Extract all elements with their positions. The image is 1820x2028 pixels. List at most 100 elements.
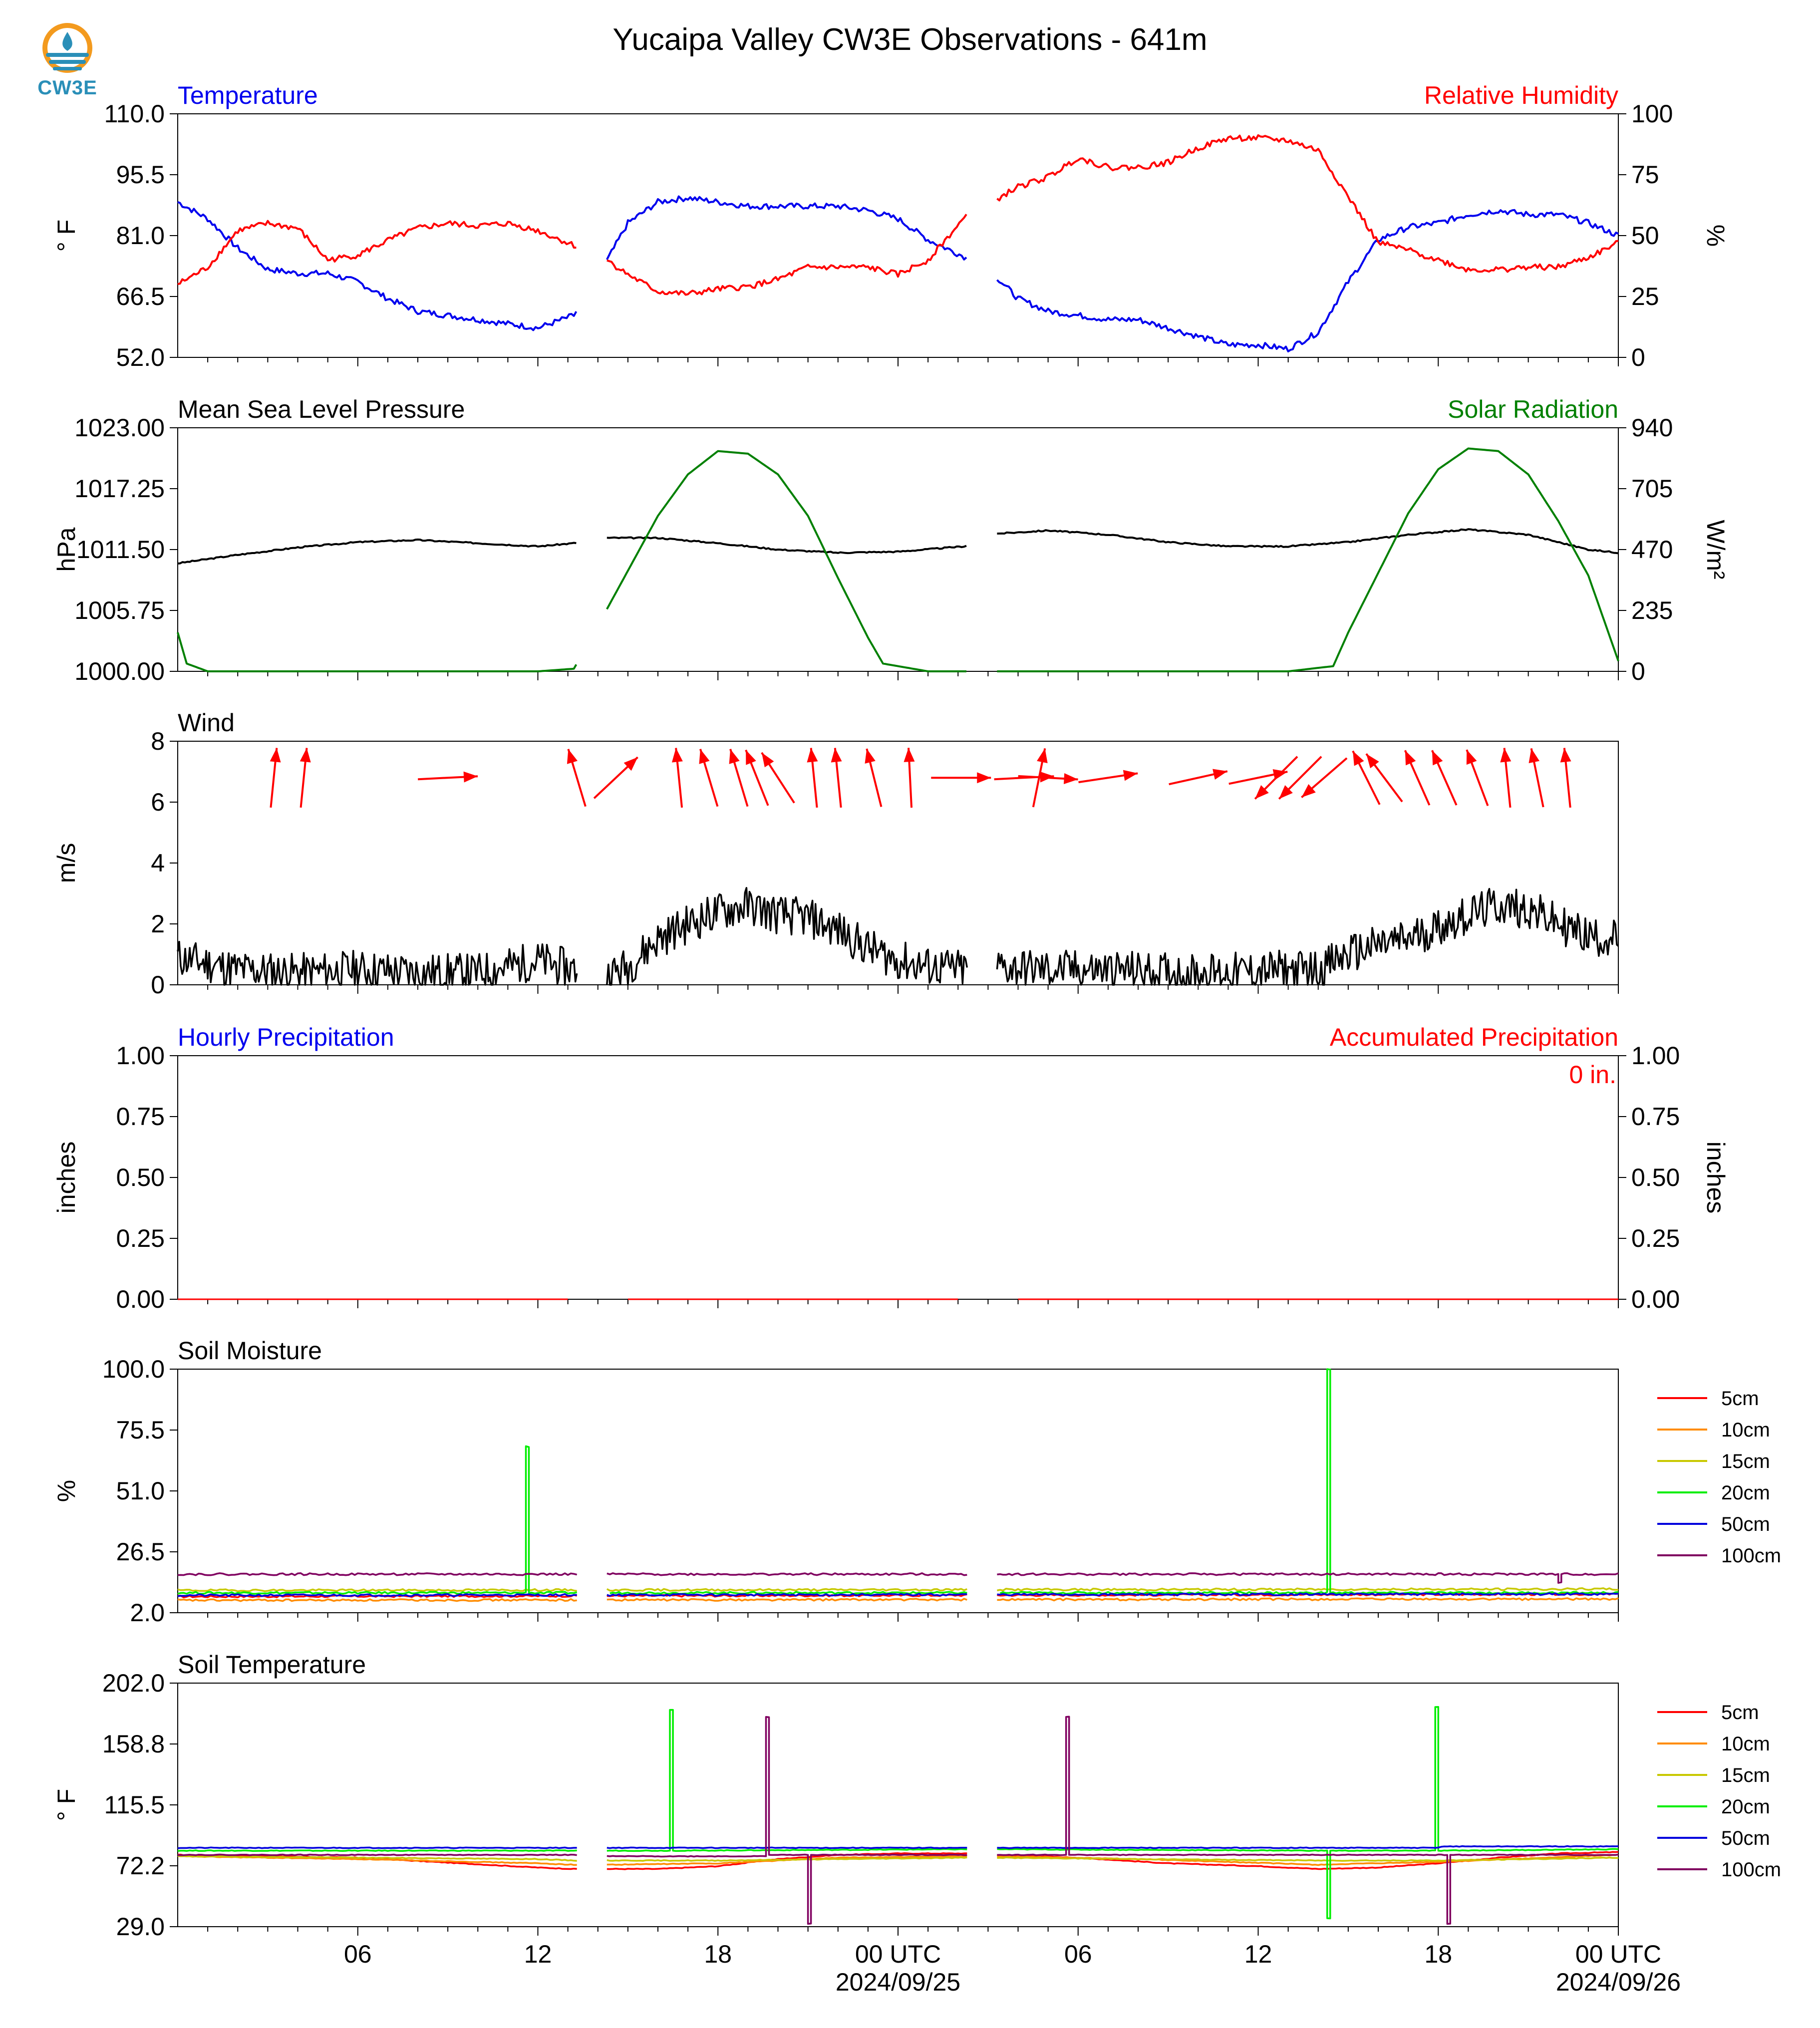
wind-arrow	[270, 748, 281, 808]
panel-right-title: Accumulated Precipitation	[1330, 1023, 1618, 1051]
y2-axis-label: inches	[1702, 1142, 1730, 1214]
y2-tick-label: 940	[1631, 414, 1673, 442]
wind-arrow-head	[1037, 748, 1048, 763]
y-tick-label: 0.00	[116, 1285, 165, 1313]
wind-arrow-head	[699, 749, 710, 764]
y2-axis-label: W/m²	[1702, 520, 1730, 579]
y-tick-label: 26.5	[116, 1538, 165, 1566]
y-tick-label: 1000.00	[74, 657, 165, 685]
y-tick-label: 1.00	[116, 1042, 165, 1070]
y-tick-label: 52.0	[116, 343, 165, 371]
wind-arrow	[831, 748, 842, 808]
y-axis-label: ° F	[52, 1789, 80, 1821]
wind-arrow	[1018, 773, 1078, 784]
y-tick-label: 1005.75	[74, 596, 165, 624]
wind-arrow-head	[904, 748, 915, 762]
x-tick-label: 12	[524, 1940, 552, 1968]
wind-arrow-head	[1405, 750, 1416, 766]
wind-arrow-head	[831, 748, 842, 763]
wind-arrow-head	[761, 752, 774, 768]
wind-arrow-head	[1279, 785, 1293, 799]
wind-arrow	[1365, 753, 1403, 803]
legend-label: 5cm	[1721, 1702, 1759, 1724]
x-tick-label: 00 UTC	[1575, 1940, 1661, 1968]
accumulated-precip-value: 0 in.	[1569, 1061, 1616, 1089]
y-tick-label: 75.5	[116, 1416, 165, 1444]
y-tick-label: 2	[151, 910, 165, 938]
y-tick-label: 115.5	[104, 1791, 165, 1819]
legend-label: 5cm	[1721, 1388, 1759, 1410]
panel-precip	[170, 1055, 1626, 1308]
wind-arrow-head	[1528, 748, 1540, 764]
y-axis-label: inches	[52, 1142, 80, 1214]
legend-label: 100cm	[1721, 1859, 1781, 1881]
y-axis-label: %	[52, 1480, 80, 1502]
panel-soil_moisture	[170, 1368, 1707, 1622]
x-tick-label: 00 UTC	[855, 1940, 941, 1968]
y-tick-label: 0	[151, 971, 165, 999]
wind-arrow-head	[1301, 784, 1316, 798]
y2-tick-label: 25	[1631, 283, 1659, 310]
series-soil-50cm	[177, 1592, 1619, 1597]
panel-temp_rh	[170, 113, 1626, 366]
wind-arrow-head	[807, 748, 818, 763]
panel-frame	[177, 1369, 1619, 1613]
wind-arrow-head	[729, 749, 740, 764]
wind-arrow	[699, 749, 719, 807]
wind-arrow-head	[623, 757, 638, 771]
wind-arrow	[418, 771, 478, 783]
y-tick-label: 1023.00	[74, 414, 165, 442]
wind-arrow	[1560, 748, 1571, 808]
panel-left-title: Mean Sea Level Pressure	[178, 395, 465, 423]
wind-arrow	[593, 756, 638, 799]
y2-tick-label: 0	[1631, 343, 1645, 371]
series-soil-15cm	[177, 1587, 1619, 1592]
panel-left-title: Temperature	[178, 81, 318, 109]
wind-arrow	[1169, 769, 1228, 786]
y2-axis-label: %	[1702, 225, 1730, 247]
x-tick-label: 06	[344, 1940, 372, 1968]
series-soil-100cm	[177, 1572, 1619, 1584]
wind-arrow-head	[1255, 785, 1269, 799]
legend-label: 15cm	[1721, 1450, 1770, 1472]
panel-left-title: Soil Moisture	[178, 1337, 322, 1365]
wind-arrow	[865, 748, 883, 807]
wind-arrow	[1466, 749, 1489, 807]
y-axis-label: ° F	[52, 220, 80, 252]
y-tick-label: 51.0	[116, 1477, 165, 1505]
y-tick-label: 6	[151, 788, 165, 816]
legend-label: 50cm	[1721, 1513, 1770, 1535]
y-tick-label: 1017.25	[74, 475, 165, 503]
y-tick-label: 2.0	[130, 1599, 165, 1627]
y-tick-label: 0.75	[116, 1103, 165, 1131]
wind-arrow	[904, 748, 915, 808]
y2-tick-label: 235	[1631, 596, 1673, 624]
y2-tick-label: 100	[1631, 100, 1673, 128]
wind-arrow	[1404, 750, 1431, 806]
wind-arrow-head	[270, 748, 281, 763]
wind-arrow	[671, 748, 683, 808]
y2-tick-label: 0	[1631, 657, 1645, 685]
y-tick-label: 66.5	[116, 283, 165, 310]
wind-arrow	[807, 748, 818, 808]
wind-arrow	[1500, 748, 1512, 808]
y-tick-label: 110.0	[104, 100, 165, 128]
y2-tick-label: 75	[1631, 161, 1659, 189]
y-tick-label: 202.0	[102, 1669, 165, 1697]
legend-label: 20cm	[1721, 1482, 1770, 1504]
series-soil-100cm	[178, 1716, 1619, 1925]
series-soil-15cm	[177, 1855, 1619, 1862]
wind-arrow-head	[1560, 748, 1571, 763]
panel-frame	[177, 1683, 1619, 1927]
y2-tick-label: 0.25	[1631, 1224, 1680, 1252]
y2-tick-label: 0.00	[1631, 1285, 1680, 1313]
panel-frame	[177, 1055, 1619, 1300]
y-tick-label: 0.25	[116, 1224, 165, 1252]
series-temperature	[177, 195, 1619, 352]
legend-label: 10cm	[1721, 1419, 1770, 1441]
wind-arrow-head	[1366, 754, 1379, 769]
y-tick-label: 8	[151, 727, 165, 755]
y2-tick-label: 50	[1631, 222, 1659, 250]
y2-tick-label: 470	[1631, 536, 1673, 564]
